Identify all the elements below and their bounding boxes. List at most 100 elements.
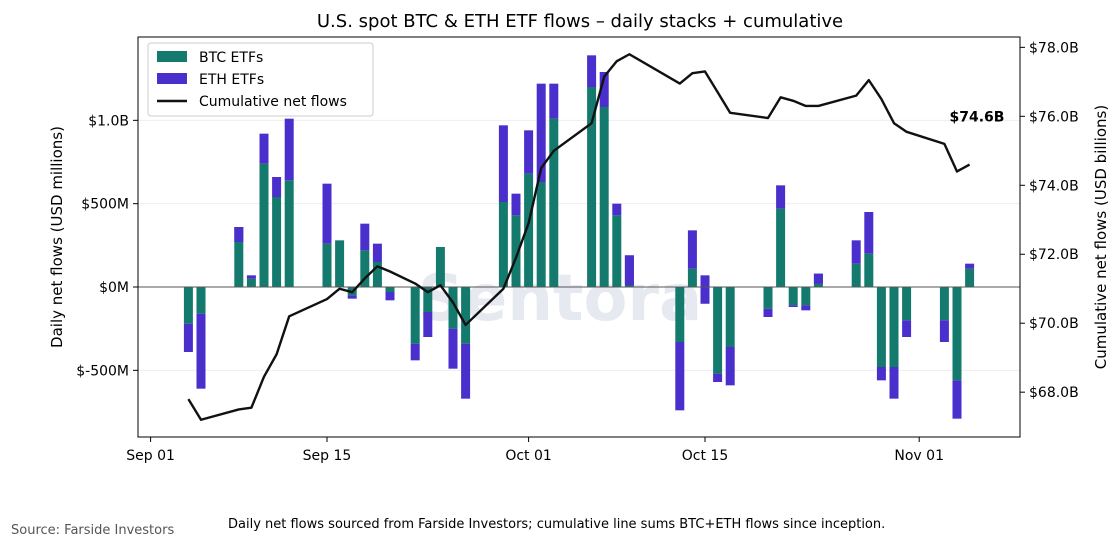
eth-bar <box>448 328 458 369</box>
eth-bar <box>347 295 357 299</box>
eth-bar <box>498 125 508 202</box>
legend-box <box>147 42 374 117</box>
cumulative-line <box>187 53 971 421</box>
btc-bar <box>725 287 735 347</box>
btc-bar <box>335 240 345 287</box>
btc-bar <box>687 268 697 287</box>
legend-eth-swatch <box>157 73 187 84</box>
eth-bar <box>902 320 912 337</box>
btc-bar <box>851 263 861 287</box>
eth-bar <box>700 275 710 304</box>
btc-bar <box>549 118 559 288</box>
y2-axis-label: Cumulative net flows (USD billions) <box>1092 105 1110 369</box>
btc-bar <box>788 287 798 306</box>
eth-bar <box>272 177 282 197</box>
btc-bar <box>259 163 269 287</box>
eth-bar <box>713 373 723 382</box>
btc-bar <box>524 173 534 287</box>
x-tick-label: Oct 15 <box>682 448 728 464</box>
btc-bar <box>536 182 546 287</box>
eth-bar <box>322 183 332 244</box>
eth-bar <box>410 343 420 361</box>
y2-tick-label: $76.0B <box>1029 109 1079 125</box>
btc-bar <box>801 287 811 306</box>
eth-bar <box>587 55 597 87</box>
chart-title: U.S. spot BTC & ETH ETF flows – daily st… <box>317 11 843 32</box>
eth-bar <box>259 133 269 164</box>
x-tick-label: Nov 01 <box>894 448 944 464</box>
btc-bar <box>435 247 445 287</box>
legend-btc-swatch <box>157 51 187 62</box>
y-tick-label: $500M <box>81 197 129 213</box>
y2-tick-label: $72.0B <box>1029 247 1079 263</box>
btc-bar <box>612 215 622 287</box>
eth-bar <box>549 83 559 119</box>
btc-bar <box>461 287 471 344</box>
btc-bar <box>272 197 282 287</box>
btc-bar <box>902 287 912 321</box>
footnote: Daily net flows sourced from Farside Inv… <box>228 517 886 532</box>
btc-bar <box>939 287 949 321</box>
btc-bar <box>498 202 508 287</box>
watermark-text: Sentora <box>418 262 702 336</box>
eth-bar <box>788 305 798 307</box>
btc-bar <box>952 287 962 381</box>
btc-bar <box>587 87 597 287</box>
eth-bar <box>360 223 370 251</box>
eth-bar <box>889 367 899 399</box>
eth-bar <box>536 83 546 182</box>
btc-bar <box>965 268 975 287</box>
eth-bar <box>599 72 609 107</box>
eth-bar <box>965 263 975 269</box>
btc-bar <box>713 287 723 374</box>
btc-bar <box>448 287 458 329</box>
y2-tick-label: $70.0B <box>1029 316 1079 332</box>
eth-bar <box>183 323 193 352</box>
btc-bar <box>876 287 886 367</box>
eth-bar <box>813 273 823 284</box>
eth-bar <box>624 255 634 286</box>
legend-btc-label: BTC ETFs <box>199 50 263 66</box>
btc-bar <box>196 287 206 314</box>
btc-bar <box>599 107 609 287</box>
btc-bar <box>776 208 786 287</box>
eth-bar <box>763 308 773 317</box>
cumulative-annotation: $74.6B <box>950 109 1005 125</box>
btc-bar <box>183 287 193 324</box>
y-tick-label: $0M <box>99 280 129 296</box>
y-tick-label: $-500M <box>76 363 129 379</box>
eth-bar <box>876 367 886 381</box>
legend-eth-label: ETH ETFs <box>199 72 264 88</box>
btc-bar <box>763 287 773 309</box>
btc-bar <box>385 287 395 292</box>
eth-bar <box>284 118 294 181</box>
btc-bar <box>322 243 332 287</box>
btc-bar <box>246 278 256 287</box>
eth-bar <box>511 193 521 216</box>
eth-bar <box>801 305 811 311</box>
eth-bar <box>952 380 962 419</box>
plot-frame <box>137 36 1021 438</box>
btc-bar <box>410 287 420 344</box>
eth-bar <box>675 342 685 411</box>
legend-cumulative-label: Cumulative net flows <box>199 94 347 110</box>
eth-bar <box>612 203 622 216</box>
btc-bar <box>423 287 433 312</box>
eth-bar <box>423 312 433 337</box>
btc-bar <box>372 262 382 287</box>
eth-bar <box>687 230 697 269</box>
y2-tick-label: $74.0B <box>1029 178 1079 194</box>
eth-bar <box>939 320 949 342</box>
x-tick-label: Oct 01 <box>505 448 551 464</box>
btc-bar <box>864 253 874 287</box>
btc-bar <box>675 287 685 342</box>
eth-bar <box>246 275 256 279</box>
eth-bar <box>864 212 874 254</box>
y-axis-label: Daily net flows (USD millions) <box>48 126 66 348</box>
btc-bar <box>234 227 244 287</box>
btc-bar <box>511 215 521 287</box>
btc-bar <box>284 180 294 287</box>
btc-bar <box>360 250 370 287</box>
eth-bar <box>776 185 786 209</box>
